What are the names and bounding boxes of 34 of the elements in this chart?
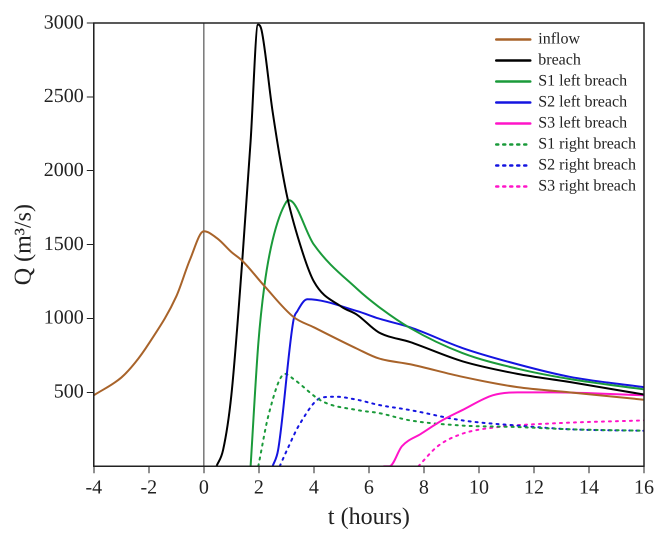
line-series bbox=[272, 298, 644, 466]
legend-label: S1 left breach bbox=[538, 72, 628, 90]
y-tick-label: 3000 bbox=[44, 11, 84, 34]
legend-label: S2 right breach bbox=[538, 156, 636, 174]
x-axis-title: t (hours) bbox=[328, 504, 410, 530]
line-series bbox=[94, 230, 644, 401]
line-series bbox=[417, 419, 644, 466]
x-tick-label: -2 bbox=[140, 476, 158, 498]
legend-label: S2 left breach bbox=[538, 94, 628, 111]
legend-label: inflow bbox=[538, 30, 580, 48]
x-tick-label: 6 bbox=[364, 476, 374, 498]
legend-label: breach bbox=[538, 52, 581, 69]
x-tick-label: 2 bbox=[254, 476, 264, 498]
x-tick-label: 4 bbox=[308, 476, 319, 498]
x-tick-label: 8 bbox=[418, 476, 429, 498]
x-tick-label: 16 bbox=[634, 476, 654, 498]
x-tick-label: 12 bbox=[524, 476, 544, 498]
x-tick-label: 0 bbox=[198, 476, 209, 498]
x-tick-label: 14 bbox=[578, 476, 599, 498]
x-tick-label: -4 bbox=[85, 476, 102, 498]
line-series bbox=[250, 199, 644, 466]
legend-label: S3 left breach bbox=[538, 114, 628, 132]
line-series bbox=[278, 396, 644, 466]
y-axis-title: Q (m³/s) bbox=[10, 204, 37, 286]
x-tick-label: 10 bbox=[468, 476, 489, 498]
y-tick-label: 2500 bbox=[44, 85, 84, 108]
y-tick-label: 1500 bbox=[44, 232, 84, 255]
line-series bbox=[215, 23, 644, 466]
y-tick-label: 2000 bbox=[44, 158, 84, 181]
legend-label: S1 right breach bbox=[538, 136, 636, 153]
y-tick-label: 1000 bbox=[44, 306, 84, 329]
line-series bbox=[382, 391, 644, 466]
legend-label: S3 right breach bbox=[538, 178, 636, 195]
y-tick-label: 500 bbox=[54, 380, 84, 403]
